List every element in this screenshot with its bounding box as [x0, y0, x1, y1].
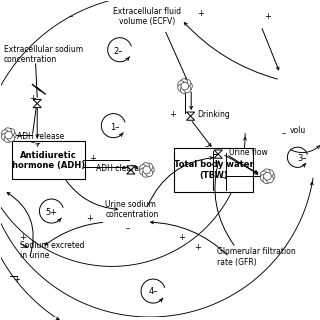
Circle shape — [4, 135, 12, 142]
Text: –: – — [125, 224, 130, 233]
Text: 4–: 4– — [148, 287, 158, 296]
Circle shape — [2, 133, 9, 140]
Circle shape — [268, 172, 275, 180]
Circle shape — [4, 128, 12, 135]
Circle shape — [263, 169, 270, 176]
Circle shape — [143, 166, 151, 174]
Text: ADH clearance: ADH clearance — [96, 164, 153, 173]
FancyBboxPatch shape — [12, 141, 85, 180]
Text: +: + — [89, 154, 96, 163]
Text: –: – — [281, 129, 285, 138]
Text: Extracellular fluid
volume (ECFV): Extracellular fluid volume (ECFV) — [113, 7, 181, 26]
Polygon shape — [187, 112, 195, 116]
Text: Extracellular sodium
concentration: Extracellular sodium concentration — [4, 45, 83, 64]
Polygon shape — [127, 170, 135, 174]
Text: Antidiuretic
hormone (ADH): Antidiuretic hormone (ADH) — [12, 151, 85, 170]
Text: Sodium excreted
in urine: Sodium excreted in urine — [20, 241, 84, 260]
Text: 1–: 1– — [110, 123, 120, 132]
Text: +: + — [178, 233, 185, 243]
Circle shape — [180, 79, 188, 86]
Circle shape — [178, 81, 185, 88]
Circle shape — [146, 163, 153, 171]
Text: –: – — [30, 139, 35, 148]
Text: ADH release: ADH release — [17, 132, 64, 141]
Circle shape — [147, 166, 154, 173]
Text: +: + — [264, 12, 271, 21]
Text: –: – — [205, 142, 209, 151]
Text: +: + — [13, 275, 20, 284]
Text: 2–: 2– — [113, 47, 123, 56]
Text: +: + — [169, 110, 176, 119]
Text: Urine sodium
concentration: Urine sodium concentration — [106, 200, 159, 219]
Circle shape — [142, 163, 149, 170]
Circle shape — [264, 172, 271, 180]
Text: +: + — [20, 233, 26, 243]
Circle shape — [260, 174, 268, 181]
Polygon shape — [187, 116, 195, 120]
Text: +: + — [86, 214, 93, 223]
Circle shape — [5, 131, 12, 139]
Circle shape — [185, 83, 192, 90]
Text: 3–: 3– — [298, 154, 307, 163]
Circle shape — [2, 130, 9, 137]
Text: Urine flow: Urine flow — [229, 148, 268, 157]
Polygon shape — [214, 154, 222, 158]
Polygon shape — [214, 150, 222, 154]
Circle shape — [146, 169, 153, 177]
Circle shape — [181, 82, 189, 90]
Text: volu: volu — [290, 126, 306, 135]
Circle shape — [178, 84, 185, 92]
Circle shape — [263, 176, 270, 184]
Text: Total body water
(TBW): Total body water (TBW) — [173, 160, 253, 180]
Circle shape — [7, 134, 15, 142]
Circle shape — [9, 132, 16, 139]
Circle shape — [140, 165, 147, 172]
Circle shape — [184, 79, 191, 87]
Circle shape — [260, 171, 268, 178]
Circle shape — [266, 170, 273, 177]
Circle shape — [142, 170, 149, 177]
Circle shape — [266, 176, 273, 183]
FancyBboxPatch shape — [174, 148, 253, 192]
Text: –: – — [68, 12, 73, 21]
Circle shape — [180, 86, 188, 93]
Text: Glomerular filtration
rate (GFR): Glomerular filtration rate (GFR) — [217, 247, 295, 267]
Text: +: + — [29, 94, 36, 103]
Text: Drinking: Drinking — [197, 110, 230, 119]
Polygon shape — [127, 166, 135, 170]
Circle shape — [7, 129, 15, 136]
Text: +: + — [197, 9, 204, 18]
Circle shape — [140, 168, 147, 175]
Polygon shape — [33, 103, 41, 108]
Circle shape — [184, 85, 191, 93]
Text: +: + — [194, 243, 201, 252]
Text: –: – — [221, 173, 225, 182]
Text: 5+: 5+ — [45, 208, 58, 217]
Polygon shape — [33, 100, 41, 103]
